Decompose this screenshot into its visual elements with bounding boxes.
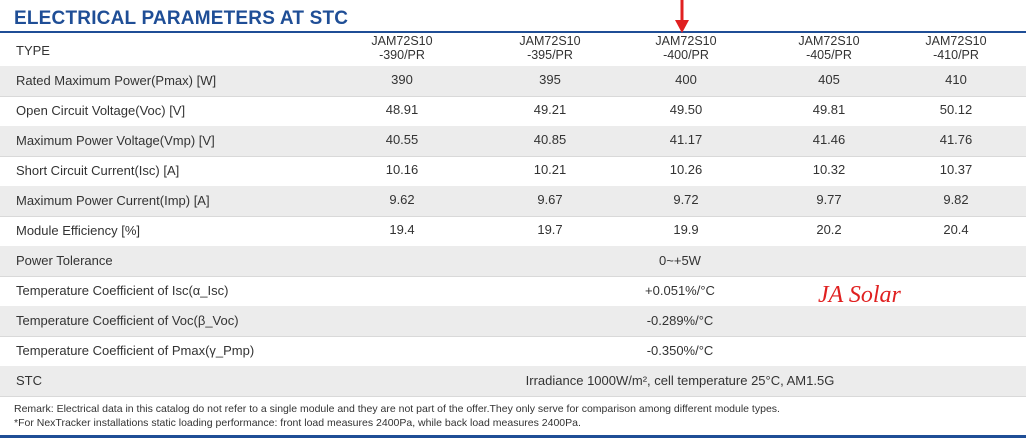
model-name: JAM72S10 <box>519 34 581 48</box>
spanning-value: Irradiance 1000W/m², cell temperature 25… <box>525 373 835 388</box>
cell-value: 10.37 <box>939 162 973 177</box>
cell-value: 20.4 <box>943 222 969 237</box>
bottom-divider <box>0 435 1026 438</box>
cell-value: 10.21 <box>533 162 567 177</box>
row-label: Temperature Coefficient of Isc(α_Isc) <box>16 283 229 298</box>
cell-value: 40.85 <box>533 132 567 147</box>
model-suffix: -395/PR <box>527 48 573 62</box>
cell-value: 9.82 <box>943 192 969 207</box>
cell-value: 49.21 <box>533 102 567 117</box>
table-header-row: TYPE JAM72S10 -390/PR JAM72S10 -395/PR J… <box>0 34 1026 67</box>
row-label: STC <box>16 373 42 388</box>
cell-value: 48.91 <box>385 102 419 117</box>
type-column-header: TYPE <box>16 43 50 58</box>
model-name: JAM72S10 <box>798 34 860 48</box>
page-title: ELECTRICAL PARAMETERS AT STC <box>14 8 349 29</box>
model-name: JAM72S10 <box>925 34 987 48</box>
table-row: Open Circuit Voltage(Voc) [V] 48.91 49.2… <box>0 96 1026 127</box>
spanning-value: -0.350%/°C <box>646 343 714 358</box>
cell-value: 50.12 <box>939 102 973 117</box>
cell-value: 19.4 <box>389 222 415 237</box>
cell-value: 395 <box>539 72 561 87</box>
ja-solar-annotation: JA Solar <box>818 282 901 308</box>
cell-value: 9.67 <box>537 192 563 207</box>
cell-value: 40.55 <box>385 132 419 147</box>
row-label: Power Tolerance <box>16 253 113 268</box>
table-row: Short Circuit Current(Isc) [A] 10.16 10.… <box>0 156 1026 187</box>
cell-value: 390 <box>391 72 413 87</box>
table-row: Rated Maximum Power(Pmax) [W] 390 395 40… <box>0 66 1026 97</box>
red-down-arrow-icon <box>675 0 689 33</box>
cell-value: 9.62 <box>389 192 415 207</box>
table-row: Temperature Coefficient of Voc(β_Voc) -0… <box>0 306 1026 337</box>
row-label: Maximum Power Voltage(Vmp) [V] <box>16 133 215 148</box>
model-name: JAM72S10 <box>655 34 717 48</box>
cell-value: 405 <box>818 72 840 87</box>
row-label: Module Efficiency [%] <box>16 223 141 238</box>
table-row: Module Efficiency [%] 19.4 19.7 19.9 20.… <box>0 216 1026 247</box>
cell-value: 41.46 <box>812 132 846 147</box>
model-suffix: -405/PR <box>806 48 852 62</box>
title-divider <box>0 31 1026 33</box>
cell-value: 9.72 <box>673 192 699 207</box>
cell-value: 400 <box>675 72 697 87</box>
table-row: Temperature Coefficient of Pmax(γ_Pmp) -… <box>0 336 1026 367</box>
row-label: Rated Maximum Power(Pmax) [W] <box>16 73 217 88</box>
row-label: Maximum Power Current(Imp) [A] <box>16 193 210 208</box>
remarks: Remark: Electrical data in this catalog … <box>14 402 780 430</box>
model-header: JAM72S10 -390/PR <box>342 34 462 62</box>
cell-value: 49.81 <box>812 102 846 117</box>
spanning-value: 0~+5W <box>659 253 701 268</box>
title-bar: ELECTRICAL PARAMETERS AT STC <box>0 0 1026 38</box>
cell-value: 19.7 <box>537 222 563 237</box>
model-header: JAM72S10 -400/PR <box>626 34 746 62</box>
cell-value: 41.76 <box>939 132 973 147</box>
cell-value: 10.26 <box>669 162 703 177</box>
table-row: Maximum Power Voltage(Vmp) [V] 40.55 40.… <box>0 126 1026 157</box>
model-header: JAM72S10 -410/PR <box>896 34 1016 62</box>
row-label: Short Circuit Current(Isc) [A] <box>16 163 180 178</box>
model-header: JAM72S10 -395/PR <box>490 34 610 62</box>
model-header: JAM72S10 -405/PR <box>769 34 889 62</box>
remark-line: *For NexTracker installations static loa… <box>14 417 581 429</box>
row-label: Open Circuit Voltage(Voc) [V] <box>16 103 186 118</box>
model-suffix: -400/PR <box>663 48 709 62</box>
table-row: STC Irradiance 1000W/m², cell temperatur… <box>0 366 1026 397</box>
cell-value: 19.9 <box>673 222 699 237</box>
cell-value: 10.32 <box>812 162 846 177</box>
cell-value: 410 <box>945 72 967 87</box>
remark-line: Remark: Electrical data in this catalog … <box>14 403 780 415</box>
row-label: Temperature Coefficient of Pmax(γ_Pmp) <box>16 343 255 358</box>
cell-value: 9.77 <box>816 192 842 207</box>
table-row: Power Tolerance 0~+5W <box>0 246 1026 277</box>
model-suffix: -390/PR <box>379 48 425 62</box>
model-suffix: -410/PR <box>933 48 979 62</box>
cell-value: 41.17 <box>669 132 703 147</box>
cell-value: 10.16 <box>385 162 419 177</box>
row-label: Temperature Coefficient of Voc(β_Voc) <box>16 313 239 328</box>
model-name: JAM72S10 <box>371 34 433 48</box>
spanning-value: -0.289%/°C <box>646 313 714 328</box>
table-row: Maximum Power Current(Imp) [A] 9.62 9.67… <box>0 186 1026 217</box>
spanning-value: +0.051%/°C <box>645 283 715 298</box>
cell-value: 49.50 <box>669 102 703 117</box>
cell-value: 20.2 <box>816 222 842 237</box>
